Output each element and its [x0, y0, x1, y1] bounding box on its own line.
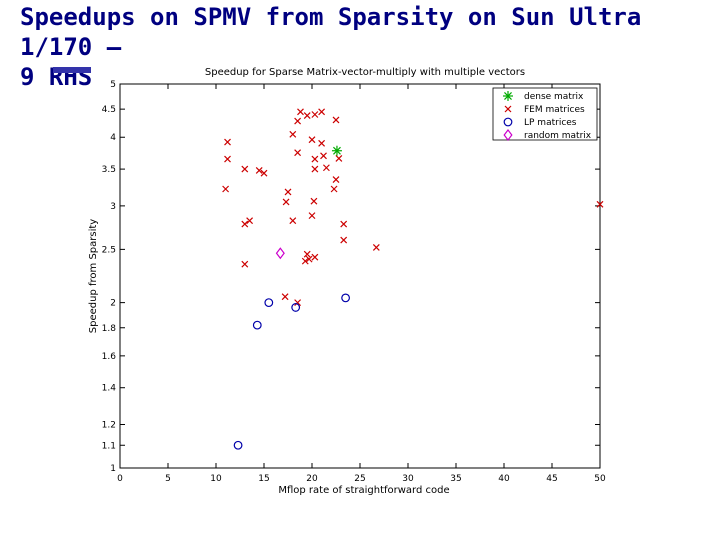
x-tick-label: 10: [210, 474, 222, 484]
legend-label: FEM matrices: [524, 105, 585, 115]
legend-label: LP matrices: [524, 118, 577, 128]
FEM-matrices-point: [318, 139, 326, 147]
x-tick-label: 25: [354, 474, 365, 484]
x-tick-label: 50: [594, 474, 606, 484]
LP-matrices-point: [233, 440, 243, 450]
FEM-matrices-point: [222, 185, 230, 193]
FEM-matrices-point: [305, 255, 313, 263]
random-matrix-point: [275, 247, 285, 260]
legend-marker: [504, 105, 512, 113]
x-axis-label: Mflop rate of straightforward code: [278, 485, 449, 496]
FEM-matrices-point: [241, 220, 249, 228]
FEM-matrices-point: [289, 130, 297, 138]
slide-title: Speedups on SPMV from Sparsity on Sun Ul…: [20, 2, 710, 92]
y-tick-label: 1.1: [102, 441, 116, 451]
FEM-matrices-point: [294, 299, 302, 307]
x-tick-label: 5: [165, 474, 171, 484]
legend-label: dense matrix: [524, 92, 584, 102]
FEM-matrices-point: [281, 293, 289, 301]
legend-marker: [503, 91, 513, 101]
x-tick-label: 15: [258, 474, 269, 484]
x-tick-label: 30: [402, 474, 414, 484]
x-tick-label: 40: [498, 474, 510, 484]
dense-matrix-point: [331, 145, 342, 156]
y-tick-label: 4.5: [102, 105, 116, 115]
FEM-matrices-point: [282, 198, 290, 206]
FEM-matrices-point: [340, 236, 348, 244]
FEM-matrices-point: [311, 253, 319, 261]
FEM-matrices-point: [294, 149, 302, 157]
FEM-matrices-point: [311, 111, 319, 118]
plot-area: [119, 83, 601, 469]
FEM-matrices-point: [596, 200, 604, 208]
chart-legend: dense matrix FEM matrices LP matrices rando…: [492, 87, 598, 141]
FEM-matrices-point: [340, 220, 348, 228]
y-tick-label: 3.5: [102, 165, 116, 175]
legend-label: random matrix: [524, 131, 592, 141]
x-tick-label: 35: [450, 474, 461, 484]
y-tick-label: 1.4: [102, 384, 117, 394]
y-tick-label: 1: [110, 464, 116, 474]
FEM-matrices-point: [303, 112, 311, 120]
x-tick-label: 20: [306, 474, 318, 484]
FEM-matrices-point: [332, 176, 340, 183]
slide-title-line1: Speedups on SPMV from Sparsity on Sun Ul…: [20, 3, 642, 61]
title-underline-bar: [53, 67, 91, 73]
chart-title: Speedup for Sparse Matrix-vector-multipl…: [205, 67, 525, 78]
FEM-matrices-point: [301, 257, 309, 265]
FEM-matrices-point: [318, 108, 326, 116]
FEM-matrices-point: [224, 138, 231, 146]
y-axis-label: Speedup from Sparsity: [88, 219, 99, 334]
FEM-matrices-point: [224, 155, 231, 163]
FEM-matrices-point: [260, 169, 268, 177]
LP-matrices-point: [252, 320, 262, 330]
FEM-matrices-point: [308, 212, 316, 220]
FEM-matrices-point: [241, 260, 249, 268]
FEM-matrices-point: [311, 155, 319, 163]
legend-box: [492, 87, 598, 141]
FEM-matrices-point: [311, 165, 319, 173]
FEM-matrices-point: [303, 250, 311, 258]
FEM-matrices-point: [294, 117, 302, 125]
y-tick-label: 1.8: [102, 324, 117, 334]
FEM-matrices-point: [297, 108, 304, 116]
FEM-matrices-point: [255, 167, 263, 174]
FEM-matrices-point: [332, 116, 340, 124]
FEM-matrices-point: [241, 165, 249, 173]
LP-matrices-point: [264, 298, 274, 308]
legend-marker: [503, 117, 513, 127]
LP-matrices-point: [291, 303, 301, 312]
FEM-matrices-point: [372, 244, 380, 251]
FEM-matrices-point: [308, 136, 316, 144]
y-tick-label: 2: [110, 299, 116, 309]
FEM-matrices-point: [310, 197, 318, 205]
y-tick-label: 5: [110, 80, 116, 90]
legend-marker: [503, 129, 513, 141]
y-tick-label: 1.6: [102, 352, 117, 362]
x-tick-label: 45: [546, 474, 557, 484]
y-tick-label: 3: [110, 202, 116, 212]
LP-matrices-point: [341, 293, 351, 303]
FEM-matrices-point: [330, 185, 338, 193]
x-tick-label: 0: [117, 474, 123, 484]
FEM-matrices-point: [335, 155, 343, 162]
FEM-matrices-point: [322, 164, 330, 172]
FEM-matrices-point: [289, 217, 297, 225]
FEM-matrices-point: [246, 217, 254, 225]
y-tick-label: 4: [110, 133, 116, 143]
FEM-matrices-point: [284, 188, 292, 196]
y-tick-label: 2.5: [102, 245, 116, 255]
FEM-matrices-point: [320, 152, 327, 160]
y-tick-label: 1.2: [102, 420, 116, 430]
